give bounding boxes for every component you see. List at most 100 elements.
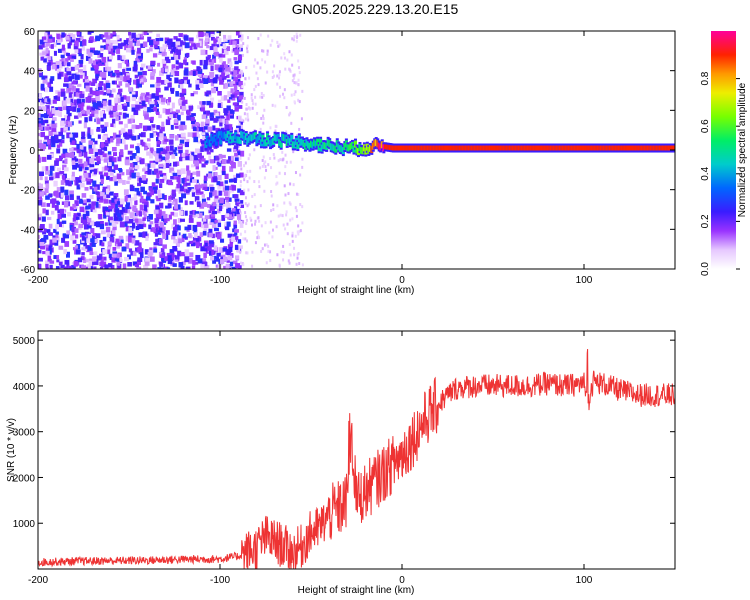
heatmap-cell	[201, 132, 206, 136]
heatmap-cell	[246, 170, 249, 174]
heatmap-cell	[51, 240, 56, 246]
heatmap-cell	[241, 53, 244, 57]
heatmap-cell	[217, 38, 222, 44]
heatmap-cell	[179, 124, 185, 131]
heatmap-cell	[206, 77, 210, 82]
heatmap-cell	[214, 219, 218, 223]
heatmap-cell	[128, 132, 133, 139]
heatmap-cell	[150, 84, 155, 88]
heatmap-cell	[314, 140, 318, 148]
heatmap-cell	[54, 107, 59, 113]
heatmap-cell	[208, 240, 214, 244]
heatmap-cell	[234, 198, 240, 202]
heatmap-cell	[234, 107, 239, 112]
heatmap-cell	[166, 74, 171, 80]
y-tick-label: -40	[21, 225, 36, 236]
heatmap-cell	[91, 235, 95, 239]
heatmap-cell	[213, 198, 219, 203]
heatmap-cell	[107, 137, 112, 142]
heatmap-cell	[226, 148, 232, 152]
heatmap-cell	[112, 251, 118, 256]
heatmap-cell	[290, 53, 293, 57]
heatmap-cell	[204, 223, 209, 228]
heatmap-cell	[77, 83, 82, 87]
heatmap-cell	[183, 35, 189, 41]
heatmap-cell	[493, 145, 497, 151]
heatmap-cell	[58, 245, 64, 250]
heatmap-cell	[107, 151, 112, 155]
heatmap-cell	[523, 145, 527, 151]
heatmap-cell	[660, 145, 664, 151]
heatmap-cell	[96, 50, 101, 54]
heatmap-cell	[191, 191, 196, 197]
heatmap-cell	[88, 166, 92, 170]
heatmap-cell	[223, 83, 227, 89]
heatmap-cell	[199, 101, 205, 105]
heatmap-cell	[209, 159, 215, 164]
heatmap-cell	[238, 44, 243, 48]
heatmap-cell	[172, 245, 177, 251]
heatmap-cell	[343, 143, 347, 151]
heatmap-cell	[167, 77, 172, 82]
heatmap-cell	[147, 251, 153, 257]
heatmap-cell	[475, 145, 479, 151]
heatmap-cell	[41, 44, 45, 48]
heatmap-cell	[188, 240, 194, 244]
heatmap-cell	[269, 157, 272, 161]
heatmap-cell	[380, 141, 384, 149]
heatmap-cell	[247, 36, 250, 40]
heatmap-cell	[293, 253, 296, 257]
heatmap-cell	[51, 202, 55, 208]
heatmap-cell	[184, 200, 188, 206]
heatmap-cell	[54, 200, 59, 204]
heatmap-cell	[174, 224, 180, 230]
heatmap-cell	[229, 246, 233, 252]
heatmap-cell	[41, 238, 46, 244]
heatmap-cell	[48, 232, 54, 236]
heatmap-cell	[648, 145, 652, 151]
heatmap-cell	[215, 127, 220, 133]
heatmap-cell	[223, 191, 229, 196]
heatmap-cell	[267, 137, 271, 145]
colorbar-ticks: 0.00.20.40.60.8	[700, 71, 740, 276]
heatmap-cell	[394, 145, 398, 151]
heatmap-cell	[38, 199, 42, 206]
heatmap-cell	[296, 134, 299, 138]
heatmap-cell	[147, 138, 151, 142]
heatmap-cell	[254, 205, 257, 209]
heatmap-cell	[236, 68, 241, 75]
heatmap-cell	[124, 45, 129, 51]
heatmap-cell	[210, 149, 214, 153]
heatmap-cell	[292, 38, 295, 42]
heatmap-cell	[78, 179, 83, 183]
heatmap-cell	[296, 256, 299, 260]
heatmap-cell	[66, 62, 71, 67]
heatmap-cell	[127, 150, 133, 155]
heatmap-cell	[127, 118, 132, 124]
heatmap-cell	[148, 224, 152, 230]
heatmap-cell	[283, 56, 286, 60]
heatmap-cell	[504, 145, 508, 151]
heatmap-cell	[113, 198, 119, 204]
heatmap-cell	[670, 145, 674, 151]
heatmap-cell	[140, 219, 145, 225]
heatmap-cell	[346, 144, 350, 152]
heatmap-cell	[137, 182, 142, 187]
heatmap-cell	[111, 203, 116, 209]
heatmap-cell	[240, 204, 245, 209]
heatmap-cell	[195, 254, 201, 261]
heatmap-cell	[451, 145, 455, 151]
heatmap-cell	[113, 213, 119, 218]
heatmap-cell	[55, 60, 61, 65]
heatmap-cell	[207, 54, 211, 59]
heatmap-cell	[129, 155, 134, 161]
heatmap-cell	[207, 173, 212, 179]
heatmap-cell	[199, 73, 204, 78]
heatmap-cell	[80, 138, 86, 143]
heatmap-cell	[100, 45, 105, 50]
heatmap-cell	[149, 118, 154, 123]
heatmap-cell	[104, 196, 109, 200]
y-tick-label: 0	[29, 146, 35, 157]
heatmap-cell	[284, 153, 287, 157]
heatmap-cell	[286, 222, 289, 226]
